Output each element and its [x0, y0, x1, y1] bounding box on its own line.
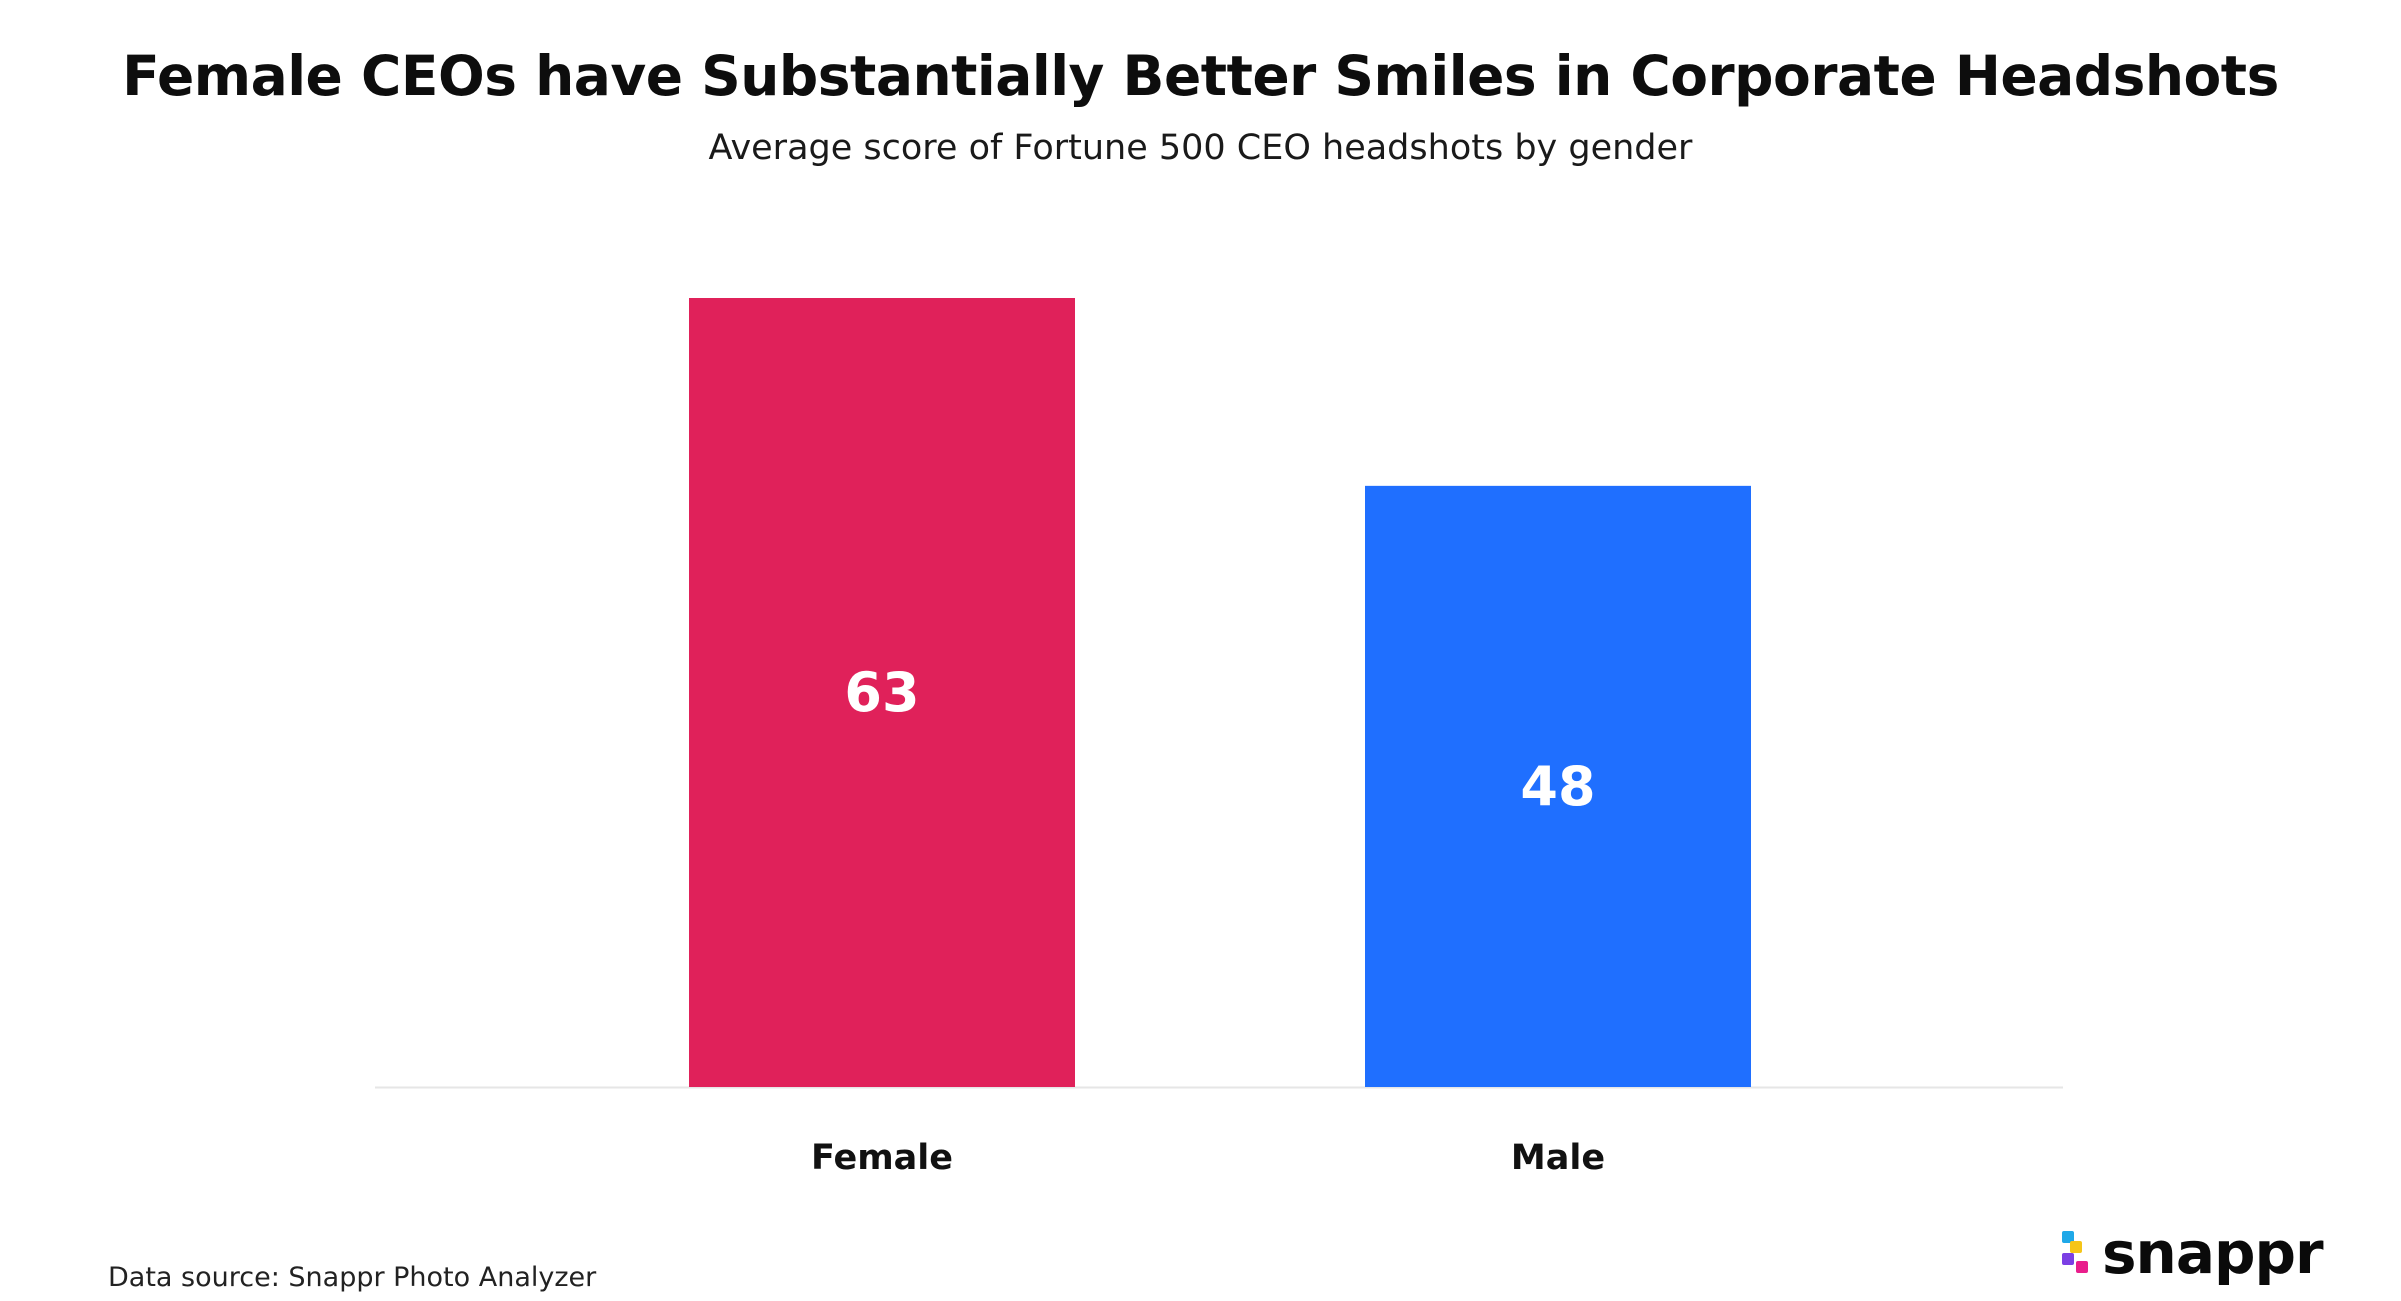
bar-value-label-female: 63: [844, 661, 919, 724]
data-source-note: Data source: Snappr Photo Analyzer: [108, 1262, 597, 1293]
bar-group: 63 Female 48 Male: [689, 298, 1751, 1178]
bar-value-label-male: 48: [1520, 755, 1595, 818]
chart-subtitle: Average score of Fortune 500 CEO headsho…: [708, 128, 1693, 168]
snappr-logo: snappr: [2062, 1219, 2324, 1287]
snappr-logo-text: snappr: [2102, 1219, 2324, 1287]
chart-title: Female CEOs have Substantially Better Sm…: [122, 44, 2279, 108]
category-label-male: Male: [1511, 1138, 1605, 1178]
bar-male: [1365, 485, 1751, 1087]
category-label-female: Female: [811, 1138, 953, 1178]
bar-female: [689, 298, 1075, 1087]
snappr-logo-mark-icon: [2062, 1231, 2092, 1275]
